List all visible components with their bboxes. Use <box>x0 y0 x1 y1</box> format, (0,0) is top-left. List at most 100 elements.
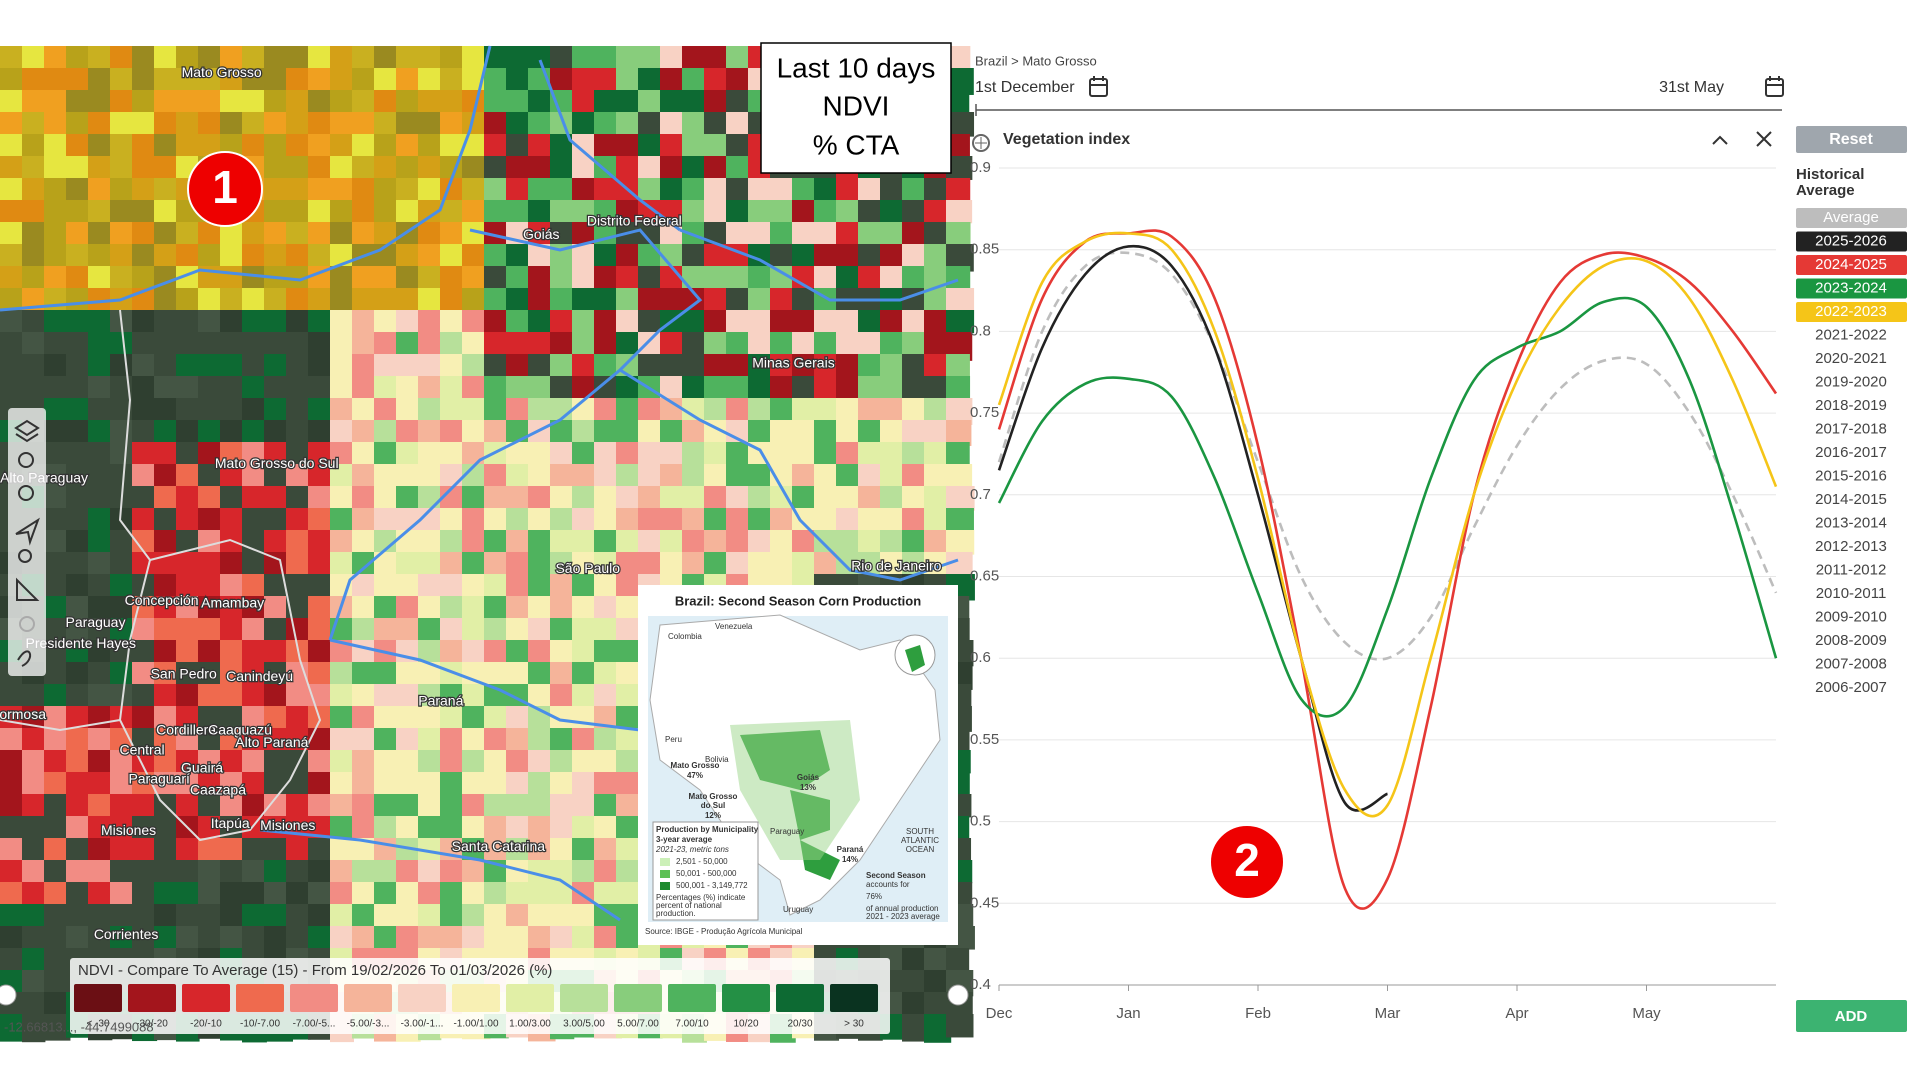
year-option[interactable]: 2007-2008 <box>1815 655 1887 672</box>
year-option[interactable]: 2021-2022 <box>1815 326 1887 343</box>
map-cell <box>198 750 222 774</box>
year-option[interactable]: 2010-2011 <box>1816 585 1887 602</box>
legend-entry[interactable]: Average <box>1823 209 1879 226</box>
search-icon[interactable] <box>18 549 32 563</box>
map-cell <box>858 244 884 269</box>
map-cell <box>154 640 181 666</box>
calendar-icon[interactable] <box>1089 76 1108 97</box>
map-cell <box>616 90 641 115</box>
map-cell <box>396 772 421 797</box>
map-cell <box>946 222 971 248</box>
year-option[interactable]: 2019-2020 <box>1815 373 1887 390</box>
legend-swatch[interactable] <box>614 984 662 1012</box>
year-option[interactable]: 2008-2009 <box>1815 632 1887 649</box>
start-date[interactable]: 1st December <box>975 79 1075 96</box>
year-option[interactable]: 2014-2015 <box>1815 491 1887 508</box>
year-option[interactable]: 2012-2013 <box>1815 538 1887 555</box>
map-cell <box>308 244 335 269</box>
map-cell <box>418 794 442 822</box>
legend-chip[interactable] <box>1796 278 1907 299</box>
year-option[interactable]: 2017-2018 <box>1815 420 1887 437</box>
map-cell <box>924 530 949 556</box>
inset-legend-units: 2021-23, metric tons <box>655 845 729 854</box>
legend-swatch[interactable] <box>398 984 446 1012</box>
close-button[interactable] <box>1756 131 1772 147</box>
map-cell <box>440 728 465 752</box>
legend-swatch[interactable] <box>74 984 122 1012</box>
map-cell <box>286 574 312 599</box>
y-tick-label: 0.4 <box>970 976 991 993</box>
map-cell <box>770 486 794 513</box>
year-option[interactable]: 2020-2021 <box>1815 350 1887 367</box>
calendar-icon[interactable] <box>1765 76 1784 97</box>
zoom-out-icon[interactable] <box>18 485 34 501</box>
legend-entry[interactable]: 2023-2024 <box>1815 279 1887 296</box>
legend-chip[interactable] <box>1796 302 1907 322</box>
map-cell <box>616 618 640 646</box>
year-option[interactable]: 2018-2019 <box>1815 397 1887 414</box>
map-cell <box>528 134 553 159</box>
reset-label: Reset <box>1829 131 1873 148</box>
legend-swatch[interactable] <box>560 984 608 1012</box>
map-cell <box>814 310 838 337</box>
add-button[interactable]: ADD <box>1796 1000 1907 1032</box>
map-cell <box>506 530 532 556</box>
map-cell <box>770 398 795 424</box>
map-cell <box>154 662 179 687</box>
map-cell <box>176 90 201 115</box>
map-cell <box>66 376 92 401</box>
settings-icon[interactable] <box>19 616 35 632</box>
inset-state: do Sul <box>701 801 725 810</box>
year-option[interactable]: 2006-2007 <box>1815 679 1887 696</box>
year-option[interactable]: 2013-2014 <box>1815 514 1887 531</box>
legend-swatch[interactable] <box>182 984 230 1012</box>
measure-icon[interactable] <box>16 577 40 601</box>
map-cell <box>946 442 970 468</box>
legend-swatch[interactable] <box>236 984 284 1012</box>
collapse-right[interactable] <box>947 984 969 1006</box>
year-option[interactable]: 2011-2012 <box>1816 561 1887 578</box>
legend-swatch[interactable] <box>722 984 770 1012</box>
legend-chip[interactable] <box>1796 208 1907 228</box>
map-cell <box>748 178 774 205</box>
year-option[interactable]: 2015-2016 <box>1815 467 1887 484</box>
legend-swatch[interactable] <box>344 984 392 1012</box>
legend-swatch[interactable] <box>668 984 716 1012</box>
year-option[interactable]: 2009-2010 <box>1815 608 1887 625</box>
year-option[interactable]: 2016-2017 <box>1815 444 1887 461</box>
legend-entry[interactable]: 2024-2025 <box>1815 256 1887 273</box>
map-cell <box>880 354 908 378</box>
legend-entry[interactable]: 2022-2023 <box>1815 303 1887 320</box>
locate-icon[interactable] <box>15 517 40 546</box>
map-cell <box>484 420 510 447</box>
collapse-button[interactable] <box>1712 135 1728 145</box>
end-date[interactable]: 31st May <box>1659 79 1724 96</box>
map-cell <box>198 464 223 490</box>
legend-swatch[interactable] <box>776 984 824 1012</box>
legend-swatch[interactable] <box>290 984 338 1012</box>
map-cell <box>176 508 203 532</box>
inset-state: 47% <box>687 771 703 780</box>
legend-entry[interactable]: 2025-2026 <box>1815 232 1887 249</box>
map-cell <box>44 816 70 840</box>
breadcrumb[interactable]: Brazil > Mato Grosso <box>975 53 1097 68</box>
inset-share-note: of annual production <box>866 904 939 913</box>
legend-swatch[interactable] <box>830 984 878 1012</box>
reset-button[interactable]: Reset <box>1796 126 1907 153</box>
map-cell <box>594 46 623 70</box>
collapse-left[interactable] <box>0 984 17 1006</box>
map-cell <box>506 398 531 422</box>
layers-icon[interactable] <box>14 419 40 443</box>
map[interactable]: Mato Grosso Goiás Distrito Federal Minas Ge… <box>0 42 975 1043</box>
draw-icon[interactable] <box>17 650 32 667</box>
map-cell <box>506 90 530 115</box>
map-cell <box>418 596 447 620</box>
legend-chip[interactable] <box>1796 231 1907 252</box>
legend-swatch[interactable] <box>128 984 176 1012</box>
legend-swatch[interactable] <box>452 984 500 1012</box>
map-cell <box>726 134 750 162</box>
zoom-in-icon[interactable] <box>18 452 34 468</box>
legend-chip[interactable] <box>1796 255 1907 275</box>
map-cell <box>154 200 178 225</box>
legend-swatch[interactable] <box>506 984 554 1012</box>
